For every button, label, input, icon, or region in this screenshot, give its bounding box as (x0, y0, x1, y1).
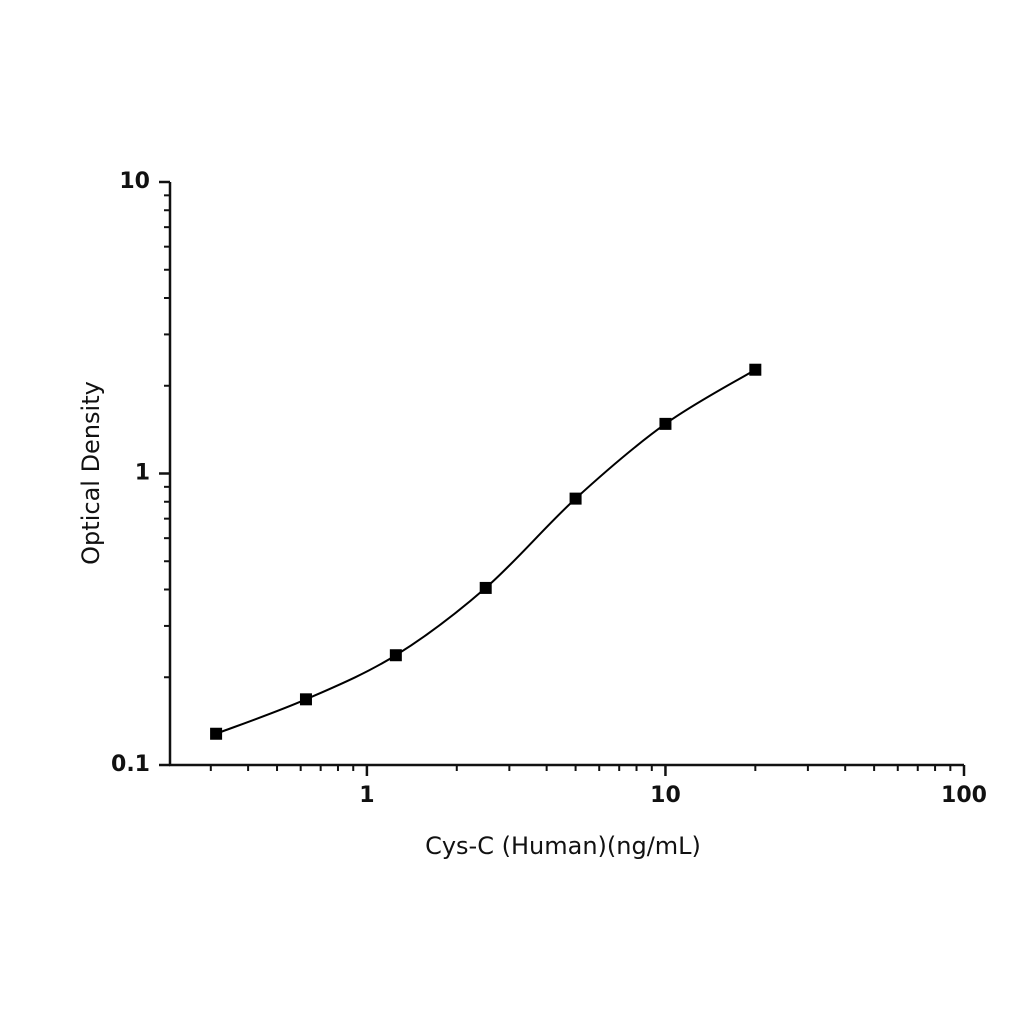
x-tick-label: 10 (650, 783, 681, 808)
fit-curve (215, 368, 756, 735)
y-tick-label: 10 (119, 169, 150, 194)
data-point (210, 727, 223, 740)
data-point (659, 417, 672, 430)
x-axis-label: Cys-C (Human)(ng/mL) (425, 832, 701, 860)
x-tick-label: 1 (359, 783, 374, 808)
data-point (569, 492, 582, 505)
data-point (479, 581, 492, 594)
data-point (389, 649, 402, 662)
data-point (299, 693, 312, 706)
y-axis-label: Optical Density (77, 381, 105, 565)
y-tick-label: 1 (135, 461, 150, 486)
data-point (749, 363, 762, 376)
x-tick-label: 100 (941, 783, 987, 808)
y-tick-label: 0.1 (111, 752, 150, 777)
